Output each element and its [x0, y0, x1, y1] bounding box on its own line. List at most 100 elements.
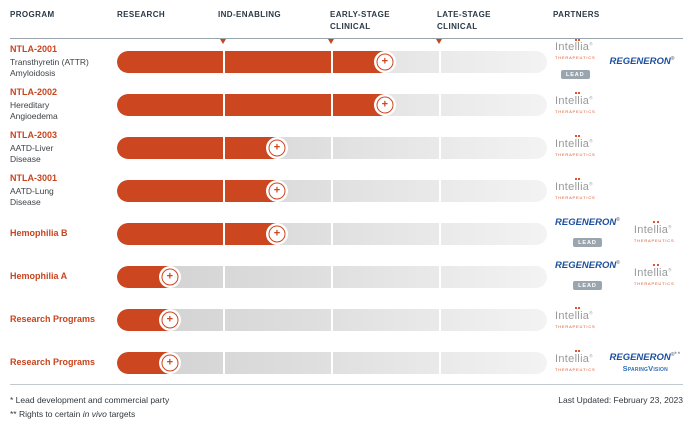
intellia-ll-dots-icon: ll — [574, 137, 581, 150]
stage-divider — [331, 222, 333, 245]
program-label: Hemophilia A — [10, 271, 117, 283]
pipeline-rows: NTLA-2001 Transthyretin (ATTR) Amyloidos… — [10, 40, 683, 384]
progress-fill — [117, 136, 277, 159]
lead-badge: LEAD — [573, 281, 602, 291]
progress-track — [117, 222, 547, 245]
intellia-ll-dots-icon: ll — [574, 352, 581, 365]
stage-progress-bar: + — [117, 50, 547, 73]
progress-fill — [117, 179, 277, 202]
progress-fill — [117, 351, 170, 374]
stage-divider — [331, 93, 333, 116]
partners-cell: Intellia® THERAPEUTICS — [547, 309, 683, 329]
plus-icon: + — [268, 139, 286, 156]
stage-progress-bar: + — [117, 136, 547, 159]
program-label: Research Programs — [10, 357, 117, 369]
intellia-wordmark: Intellia® — [555, 309, 593, 322]
intellia-ll-dots-icon: ll — [653, 223, 659, 236]
header-divider-line — [10, 38, 683, 39]
stage-progress-bar: + — [117, 93, 547, 116]
program-name: Hemophilia A — [10, 270, 68, 281]
progress-track — [117, 93, 547, 116]
footnote-lead: * Lead development and commercial party — [10, 395, 170, 405]
stage-divider — [438, 351, 441, 374]
registered-mark: ® — [589, 137, 593, 143]
progress-track — [117, 136, 547, 159]
intellia-wordmark: Intellia® — [633, 266, 672, 279]
stage-divider — [438, 93, 441, 116]
registered-mark: ® — [670, 55, 675, 62]
stage-progress-bar: + — [117, 308, 547, 331]
stage-divider — [222, 93, 225, 116]
regeneron-wordmark: REGENERON® — [555, 260, 620, 272]
plus-icon: + — [268, 182, 286, 199]
registered-mark: ® — [589, 41, 593, 47]
program-label: Research Programs — [10, 314, 117, 326]
program-label: NTLA-2001 Transthyretin (ATTR) Amyloidos… — [10, 44, 117, 79]
intellia-therapeutics-label: THERAPEUTICS — [633, 237, 675, 243]
registered-mark: ® — [668, 223, 672, 229]
registered-mark: ® — [589, 352, 593, 358]
plus-icon: + — [268, 225, 286, 242]
stage-progress-bar: + — [117, 265, 547, 288]
regeneron-sparingvision-logo: REGENERON®** SparingVision — [610, 352, 682, 373]
intellia-wordmark: Intellia® — [555, 137, 593, 150]
intellia-logo: Intellia® THERAPEUTICS — [633, 266, 675, 286]
lead-badge-wrap: LEAD — [555, 63, 596, 81]
stage-divider — [222, 222, 225, 245]
pipeline-row: Hemophilia B + REGENERON® LEAD Intellia®… — [10, 212, 683, 255]
footer-divider-line — [10, 384, 683, 385]
partners-cell: Intellia® THERAPEUTICS — [547, 137, 683, 157]
stage-divider — [438, 265, 441, 288]
plus-icon: + — [161, 354, 179, 371]
registered-mark: ® — [668, 266, 672, 272]
progress-fill — [117, 93, 385, 116]
intellia-logo: Intellia® THERAPEUTICS — [633, 223, 675, 243]
intellia-therapeutics-label: THERAPEUTICS — [555, 151, 596, 157]
stage-divider — [438, 308, 441, 331]
program-label: Hemophilia B — [10, 228, 117, 240]
intellia-ll-dots-icon: ll — [574, 180, 581, 193]
double-asterisk-mark: ** — [674, 351, 682, 358]
progress-track — [117, 265, 547, 288]
progress-track — [117, 308, 547, 331]
stage-progress-bar: + — [117, 351, 547, 374]
lead-badge-wrap: LEAD — [555, 231, 620, 249]
column-header-early-stage: EARLY-STAGE CLINICAL — [330, 10, 390, 31]
stage-divider — [222, 136, 225, 159]
progress-fill — [117, 50, 385, 73]
footnote-rights: ** Rights to certain in vivo targets — [10, 409, 136, 420]
partners-cell: Intellia® THERAPEUTICS — [547, 94, 683, 114]
program-label: NTLA-2003 AATD-Liver Disease — [10, 130, 117, 165]
program-name: Research Programs — [10, 313, 96, 324]
program-name: Hemophilia B — [10, 227, 68, 238]
sparingvision-wordmark: SparingVision — [622, 364, 668, 374]
intellia-logo: Intellia® THERAPEUTICS — [555, 94, 596, 114]
stage-progress-bar: + — [117, 222, 547, 245]
column-header-partners: PARTNERS — [553, 10, 600, 19]
program-label: NTLA-2002 Hereditary Angioedema — [10, 87, 117, 122]
intellia-logo: Intellia® THERAPEUTICS — [555, 352, 596, 372]
intellia-logo: Intellia® THERAPEUTICS LEAD — [555, 42, 596, 81]
partners-cell: Intellia® THERAPEUTICS — [547, 180, 683, 200]
registered-mark: ® — [589, 94, 593, 100]
footnotes: * Lead development and commercial party … — [10, 393, 169, 421]
stage-divider — [222, 351, 225, 374]
stage-divider — [222, 50, 225, 73]
program-description: AATD-Lung Disease — [10, 185, 54, 207]
partners-cell: REGENERON® LEAD Intellia® THERAPEUTICS — [547, 261, 683, 291]
stage-marker-icon — [436, 39, 442, 44]
last-updated: Last Updated: February 23, 2023 — [558, 395, 683, 405]
stage-marker-icon — [328, 39, 334, 44]
regeneron-wordmark: REGENERON® — [555, 217, 620, 229]
plus-icon: + — [376, 53, 394, 70]
lead-badge: LEAD — [560, 70, 590, 80]
stage-divider — [331, 136, 333, 159]
regeneron-logo: REGENERON® LEAD — [555, 218, 620, 248]
program-description: Hereditary Angioedema — [10, 99, 58, 121]
progress-fill — [117, 308, 170, 331]
intellia-logo: Intellia® THERAPEUTICS — [555, 180, 596, 200]
plus-icon: + — [376, 96, 394, 113]
stage-marker-icon — [220, 39, 226, 44]
regeneron-wordmark: REGENERON®** — [609, 351, 682, 364]
